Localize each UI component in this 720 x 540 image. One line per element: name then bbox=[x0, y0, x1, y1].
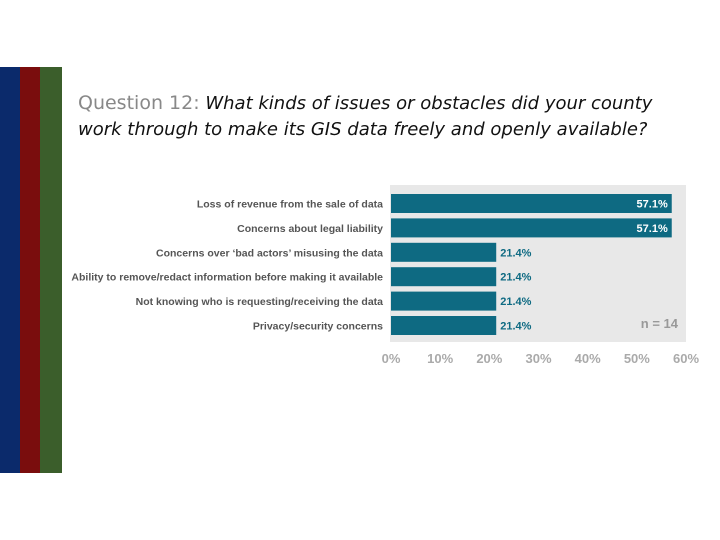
data-label-2: 21.4% bbox=[500, 247, 531, 259]
category-label-3: Ability to remove/redact information bef… bbox=[71, 272, 383, 284]
data-label-3: 21.4% bbox=[500, 272, 531, 284]
x-tick-3: 30% bbox=[525, 351, 551, 366]
stripe-green bbox=[40, 67, 62, 473]
sample-size-annotation: n = 14 bbox=[641, 316, 679, 331]
category-label-4: Not knowing who is requesting/receiving … bbox=[136, 296, 384, 308]
category-label-5: Privacy/security concerns bbox=[253, 321, 383, 333]
bar-0 bbox=[391, 194, 672, 213]
x-tick-0: 0% bbox=[382, 351, 401, 366]
bar-5 bbox=[391, 316, 497, 335]
category-label-1: Concerns about legal liability bbox=[237, 223, 383, 235]
category-label-0: Loss of revenue from the sale of data bbox=[197, 199, 383, 211]
x-tick-2: 20% bbox=[476, 351, 502, 366]
data-label-4: 21.4% bbox=[500, 296, 531, 308]
question-number: Question 12: bbox=[78, 92, 200, 114]
stripe-red bbox=[20, 67, 40, 473]
data-label-0: 57.1% bbox=[637, 199, 668, 211]
x-tick-5: 50% bbox=[624, 351, 650, 366]
category-label-2: Concerns over ‘bad actors’ misusing the … bbox=[156, 247, 383, 259]
data-label-5: 21.4% bbox=[500, 321, 531, 333]
stripe-blue bbox=[0, 67, 20, 473]
question-text: What kinds of issues or obstacles did yo… bbox=[78, 93, 653, 140]
x-tick-4: 40% bbox=[575, 351, 601, 366]
bar-2 bbox=[391, 242, 497, 262]
data-label-1: 57.1% bbox=[637, 223, 668, 235]
x-tick-6: 60% bbox=[673, 351, 699, 366]
bar-1 bbox=[391, 218, 672, 238]
slide-title: Question 12: What kinds of issues or obs… bbox=[78, 90, 678, 143]
x-tick-1: 10% bbox=[427, 351, 453, 366]
bar-3 bbox=[391, 267, 497, 287]
bar-4 bbox=[391, 291, 497, 311]
